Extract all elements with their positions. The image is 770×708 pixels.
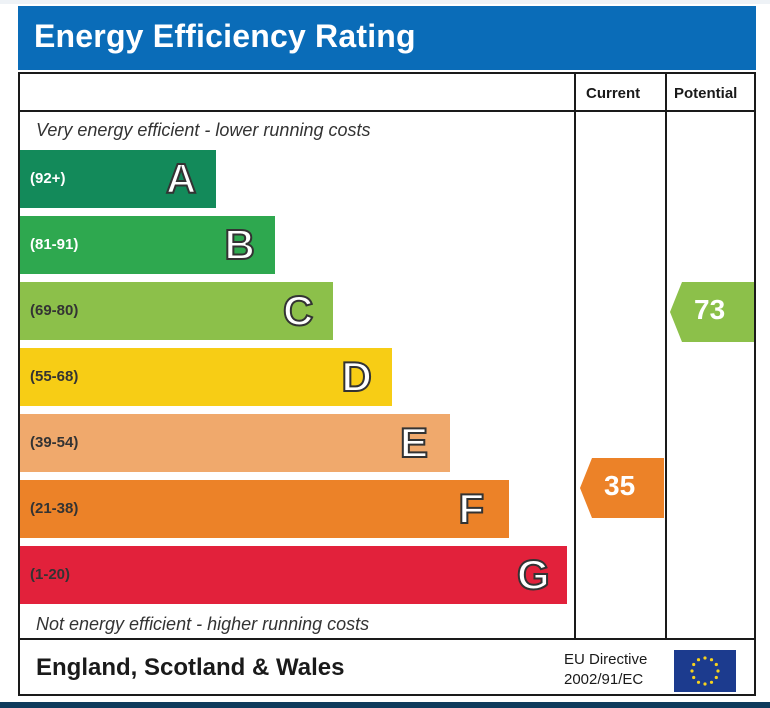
potential-column-divider [665, 74, 667, 640]
potential-rating-marker: 73 [670, 282, 754, 342]
eu-star [703, 682, 707, 686]
band-e: (39-54) E [20, 414, 450, 472]
eu-star [709, 658, 714, 662]
eu-star [692, 675, 696, 680]
eu-star [714, 662, 718, 667]
eu-directive-line2: 2002/91/EC [564, 671, 644, 688]
potential-column-header: Potential [674, 85, 738, 102]
eu-star [703, 656, 707, 660]
band-g: (1-20) G [20, 546, 567, 604]
eu-star [714, 675, 718, 680]
band-range-label: (69-80) [30, 302, 79, 319]
band-range-label: (55-68) [30, 368, 79, 385]
chart-title: Energy Efficiency Rating [34, 18, 416, 54]
eu-star [696, 680, 701, 684]
band-letter-label: A [165, 154, 197, 203]
current-column-divider [574, 74, 576, 640]
title-banner: Energy Efficiency Rating [18, 6, 756, 70]
top-rule [0, 0, 770, 4]
band-a: (92+) A [20, 150, 216, 208]
eu-star [716, 669, 720, 673]
current-rating-value: 35 [604, 470, 636, 501]
band-letter-label: G [516, 550, 551, 599]
band-letter-label: B [223, 220, 255, 269]
band-f: (21-38) F [20, 480, 509, 538]
band-c: (69-80) C [20, 282, 333, 340]
bottom-caption: Not energy efficient - higher running co… [36, 614, 370, 634]
band-range-label: (92+) [30, 170, 66, 187]
eu-star [709, 680, 714, 684]
rating-table: Current Potential Very energy efficient … [18, 72, 756, 696]
top-caption: Very energy efficient - lower running co… [36, 120, 371, 140]
footer-row-divider [20, 638, 754, 640]
eu-directive-text: EU Directive 2002/91/EC [564, 650, 647, 690]
current-column-header: Current [586, 85, 641, 102]
band-letter-label: F [458, 484, 486, 533]
eu-star [696, 658, 701, 662]
band-range-label: (1-20) [30, 566, 71, 583]
current-rating-marker: 35 [580, 458, 664, 518]
band-letter-label: C [282, 286, 314, 335]
bottom-rule [0, 702, 770, 708]
band-range-label: (39-54) [30, 434, 79, 451]
band-d: (55-68) D [20, 348, 392, 406]
band-b: (81-91) B [20, 216, 275, 274]
band-range-label: (81-91) [30, 236, 79, 253]
potential-rating-value: 73 [694, 294, 726, 325]
eu-directive-line1: EU Directive [564, 651, 648, 668]
region-label: England, Scotland & Wales [36, 654, 345, 681]
eu-star [692, 662, 696, 667]
band-letter-label: E [399, 418, 429, 467]
band-range-label: (21-38) [30, 500, 79, 517]
header-row-divider [20, 110, 754, 112]
eu-star [690, 669, 694, 673]
band-letter-label: D [340, 352, 372, 401]
eu-flag-icon [674, 650, 736, 692]
